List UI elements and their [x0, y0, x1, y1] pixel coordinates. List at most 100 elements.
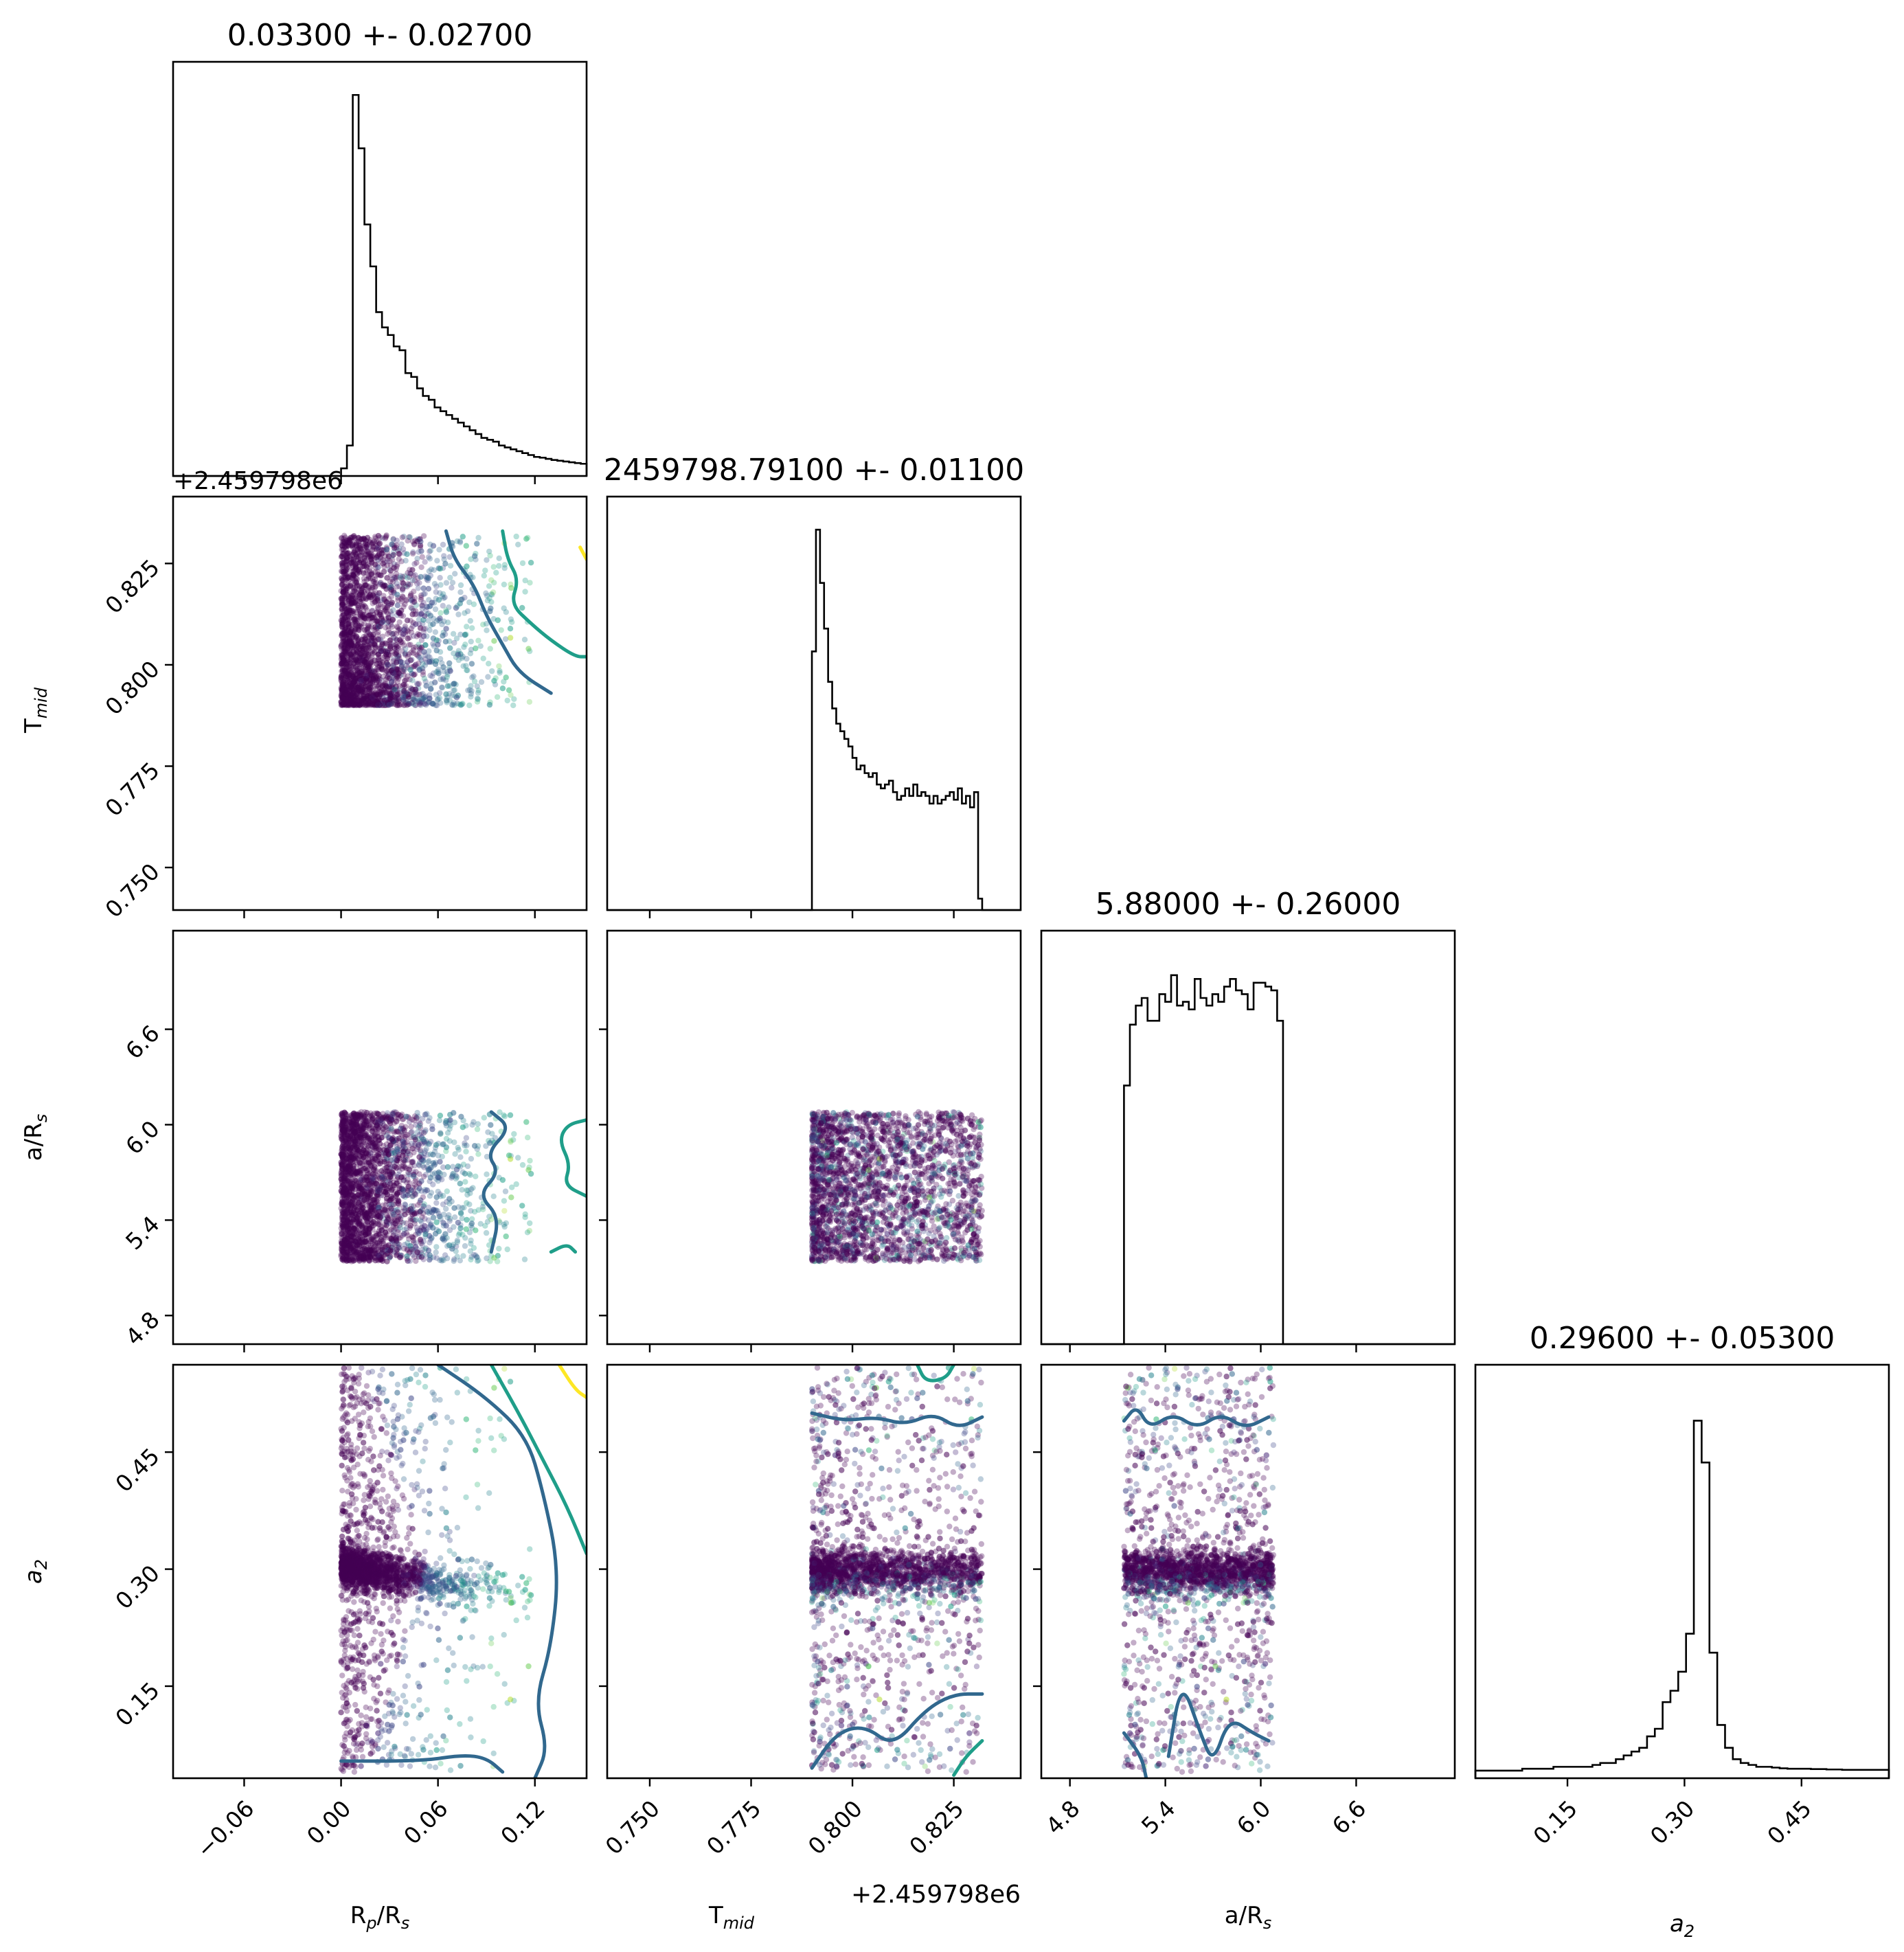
scatter-point	[388, 679, 395, 685]
scatter-point	[366, 663, 373, 669]
scatter-point	[438, 656, 444, 662]
scatter-point	[344, 550, 350, 557]
scatter-point	[420, 690, 426, 697]
scatter-point	[375, 532, 382, 539]
scatter-point	[387, 693, 394, 699]
scatter-point	[343, 629, 350, 635]
scatter-point	[357, 552, 363, 558]
scatter-point	[462, 594, 468, 601]
scatter-point	[359, 673, 366, 679]
scatter-point	[343, 609, 350, 615]
scatter-point	[339, 679, 345, 686]
scatter-point	[419, 554, 425, 560]
scatter-point	[375, 700, 381, 706]
scatter-point	[348, 595, 355, 602]
scatter-point	[356, 569, 362, 575]
scatter-point	[356, 684, 362, 690]
scatter-point	[344, 637, 350, 643]
scatter-point	[372, 580, 378, 587]
scatter-point	[358, 689, 364, 695]
scatter-point	[341, 568, 348, 575]
scatter-point	[343, 679, 349, 686]
scatter-point	[422, 642, 429, 648]
scatter-point	[433, 618, 440, 624]
scatter-point	[339, 600, 345, 606]
scatter-point	[464, 563, 470, 569]
scatter-point	[405, 694, 411, 700]
scatter-point	[361, 645, 367, 652]
scatter-point	[350, 678, 356, 684]
scatter-point	[354, 685, 360, 691]
scatter-point	[372, 698, 378, 704]
scatter-point	[385, 666, 391, 672]
scatter-point	[457, 582, 464, 589]
scatter-point	[340, 658, 347, 664]
scatter-point	[367, 539, 373, 545]
scatter-point	[366, 701, 372, 708]
scatter-point	[411, 696, 417, 703]
scatter-point	[365, 701, 372, 707]
scatter-point	[339, 619, 345, 626]
scatter-point	[365, 650, 372, 657]
scatter-point	[396, 610, 403, 617]
scatter-point	[345, 578, 352, 584]
scatter-point	[525, 1135, 531, 1141]
scatter-point	[338, 661, 344, 667]
scatter-point	[440, 541, 446, 548]
scatter-point	[446, 664, 453, 671]
scatter-point	[348, 684, 354, 690]
scatter-point	[338, 595, 344, 602]
scatter-point	[376, 657, 382, 663]
scatter-point	[362, 558, 369, 564]
scatter-point	[407, 593, 413, 599]
scatter-point	[358, 701, 365, 707]
scatter-point	[423, 659, 430, 666]
scatter-point	[416, 666, 423, 672]
scatter-point	[343, 686, 349, 693]
scatter-point	[354, 700, 361, 706]
scatter-point	[372, 701, 378, 707]
scatter-point	[396, 546, 403, 552]
scatter-point	[382, 607, 388, 613]
scatter-point	[347, 701, 354, 707]
contour-line	[501, 529, 587, 659]
scatter-point	[343, 640, 350, 646]
scatter-point	[451, 650, 457, 657]
scatter-point	[343, 699, 349, 705]
scatter-point	[375, 667, 381, 673]
scatter-point	[374, 661, 380, 667]
scatter-point	[339, 699, 345, 705]
scatter-point	[339, 701, 345, 708]
scatter-point	[363, 646, 370, 652]
scatter-point	[491, 580, 497, 586]
scatter-point	[417, 536, 423, 542]
scatter-point	[354, 679, 360, 685]
scatter-point	[339, 681, 345, 687]
scatter-point	[345, 633, 352, 639]
scatter-point	[357, 610, 363, 616]
scatter-point	[471, 678, 478, 685]
scatter-point	[411, 696, 417, 703]
scatter-point	[394, 666, 401, 672]
scatter-point	[356, 697, 362, 703]
scatter-point	[447, 574, 453, 581]
scatter-point	[352, 534, 358, 541]
scatter-point	[418, 611, 424, 617]
scatter-point	[343, 570, 350, 577]
scatter-point	[466, 702, 473, 709]
scatter-point	[353, 633, 359, 639]
scatter-point	[430, 615, 437, 622]
scatter-point	[397, 611, 404, 617]
scatter-point	[369, 672, 375, 679]
scatter-point	[356, 624, 362, 631]
scatter-point	[457, 1258, 463, 1264]
scatter-point	[339, 546, 345, 553]
scatter-point	[367, 671, 374, 677]
scatter-point	[429, 673, 435, 679]
scatter-point	[342, 615, 349, 621]
scatter-point	[455, 652, 462, 658]
scatter-point	[341, 571, 348, 577]
scatter-point	[453, 694, 460, 701]
scatter-point	[381, 686, 387, 692]
scatter-point	[359, 702, 366, 708]
